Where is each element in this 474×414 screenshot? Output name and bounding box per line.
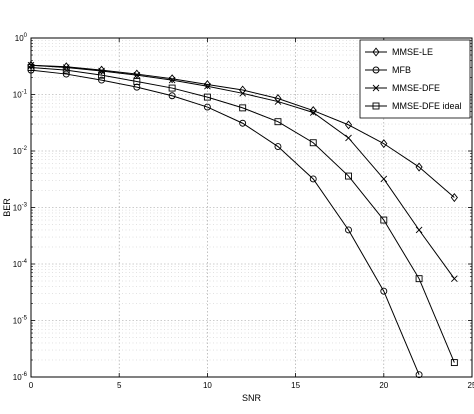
legend-marker	[372, 84, 380, 92]
data-point-mmse-dfe-ideal	[415, 275, 423, 283]
data-point-mmse-dfe-ideal	[345, 172, 352, 180]
x-marker-stroke	[415, 226, 423, 234]
legend-marker	[372, 102, 380, 110]
legend-marker	[372, 66, 380, 74]
x-marker-stroke	[451, 275, 458, 282]
data-point-mmse-dfe-ideal	[274, 118, 282, 126]
x-marker-stroke	[204, 82, 211, 90]
data-point-mmse-dfe-ideal	[62, 66, 70, 74]
legend-label: MMSE-DFE	[392, 83, 440, 93]
grid	[31, 38, 472, 377]
data-point-mmse-dfe	[415, 226, 423, 234]
y-tick-label: 10-3	[13, 203, 28, 213]
x-marker-stroke	[98, 67, 105, 75]
x-marker-stroke	[345, 134, 352, 142]
data-point-mmse-le	[344, 120, 353, 130]
data-point-mmse-dfe-ideal	[98, 71, 106, 79]
data-point-mmse-dfe	[345, 134, 352, 142]
data-point-mfb	[168, 92, 176, 100]
data-point-mmse-dfe-ideal	[380, 216, 388, 224]
x-marker-stroke	[372, 84, 380, 92]
data-point-mmse-dfe	[204, 82, 211, 90]
x-marker-stroke	[274, 98, 282, 105]
data-point-mmse-dfe	[239, 89, 246, 97]
data-point-mmse-dfe-ideal	[450, 359, 458, 367]
data-point-mmse-le	[203, 80, 211, 90]
y-tick-label: 10-6	[13, 372, 28, 382]
data-point-mmse-dfe	[380, 175, 388, 183]
series-line-mmse-dfe-ideal	[30, 67, 455, 363]
data-point-mmse-dfe-ideal	[168, 84, 176, 92]
x-marker-stroke	[380, 175, 388, 183]
series-mfb	[27, 66, 423, 379]
legend-marker	[372, 47, 380, 57]
y-tick-label: 10-2	[13, 146, 28, 156]
data-point-mmse-le	[415, 162, 423, 172]
legend: MMSE-LE MFB MMSE-DFE MMSE-DFE ideal	[359, 39, 471, 119]
x-tick-label: 10	[203, 381, 212, 390]
x-tick-label: 0	[29, 381, 34, 390]
data-point-mmse-dfe	[98, 67, 105, 75]
x-tick-label: 5	[117, 381, 122, 390]
data-point-mmse-le	[274, 93, 282, 104]
data-point-mfb	[415, 371, 423, 379]
data-point-mmse-dfe-ideal	[203, 93, 211, 101]
x-axis-label: SNR	[242, 393, 262, 403]
data-point-mfb	[274, 143, 282, 150]
legend-item-mmse-le: MMSE-LE	[365, 47, 433, 57]
y-tick-label: 10-5	[13, 316, 28, 326]
y-tick-label: 10-4	[13, 259, 28, 269]
data-point-mfb	[98, 76, 106, 84]
legend-label: MFB	[392, 65, 411, 75]
data-point-mmse-le	[309, 106, 317, 116]
data-point-mfb	[380, 287, 388, 295]
x-marker-stroke	[168, 76, 176, 84]
data-point-mfb	[203, 103, 211, 111]
axis-ticks: 0 5 10 15 20 25 100 10-1 10-2 10-3 10-4 10-5 10-6	[13, 33, 474, 390]
legend-item-mmse-dfe: MMSE-DFE	[365, 83, 440, 93]
data-series-group	[27, 60, 458, 379]
data-point-mfb	[345, 226, 352, 234]
x-marker-stroke	[133, 71, 141, 79]
data-point-mmse-dfe-ideal	[133, 78, 141, 85]
x-marker-stroke	[239, 89, 246, 97]
data-point-mfb	[62, 70, 70, 78]
series-line-mmse-le	[30, 64, 455, 198]
data-point-mmse-dfe	[451, 275, 458, 282]
data-point-mfb	[239, 119, 247, 127]
data-point-mmse-dfe	[309, 109, 317, 116]
data-point-mfb	[309, 175, 317, 183]
x-tick-label: 25	[468, 381, 474, 390]
series-mmse-dfe-ideal	[27, 64, 458, 367]
legend-item-mmse-dfe-ideal: MMSE-DFE ideal	[365, 101, 462, 111]
legend-item-mfb: MFB	[365, 65, 411, 75]
data-point-mmse-dfe	[274, 98, 282, 105]
data-point-mmse-dfe	[168, 76, 176, 84]
legend-label: MMSE-LE	[392, 47, 433, 57]
legend-label: MMSE-DFE ideal	[392, 101, 462, 111]
data-point-mmse-dfe-ideal	[309, 139, 317, 147]
data-point-mmse-dfe	[133, 71, 141, 79]
y-tick-label: 10-1	[13, 90, 28, 100]
y-tick-label: 100	[15, 33, 28, 43]
series-mmse-dfe	[27, 61, 458, 282]
data-point-mmse-le	[450, 193, 458, 203]
series-line-mfb	[30, 69, 420, 375]
data-point-mmse-dfe-ideal	[239, 104, 247, 112]
y-axis-label: BER	[2, 198, 12, 217]
x-marker-stroke	[309, 109, 317, 116]
x-tick-label: 20	[379, 381, 388, 390]
data-point-mmse-le	[380, 139, 388, 149]
x-tick-label: 15	[291, 381, 300, 390]
